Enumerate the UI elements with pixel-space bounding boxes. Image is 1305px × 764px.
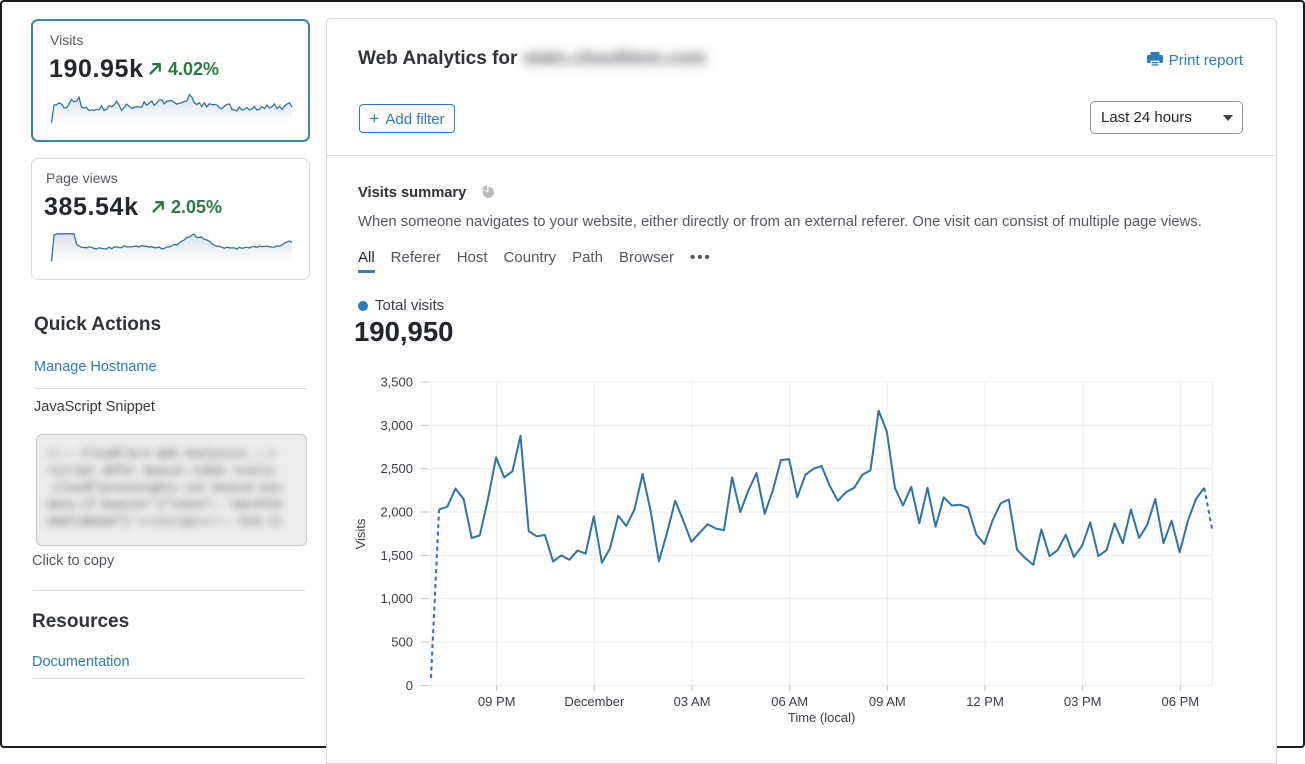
- svg-text:12 PM: 12 PM: [966, 694, 1004, 709]
- svg-text:2,000: 2,000: [380, 505, 413, 520]
- svg-text:03 PM: 03 PM: [1063, 694, 1101, 709]
- svg-text:1,000: 1,000: [380, 591, 413, 606]
- svg-text:09 AM: 09 AM: [868, 694, 905, 709]
- svg-text:2,500: 2,500: [380, 461, 413, 476]
- svg-text:3,500: 3,500: [380, 375, 413, 390]
- svg-text:500: 500: [391, 635, 413, 650]
- svg-text:December: December: [564, 694, 625, 709]
- svg-text:Time (local): Time (local): [787, 710, 854, 725]
- svg-text:3,000: 3,000: [380, 418, 413, 433]
- svg-text:0: 0: [405, 678, 412, 693]
- svg-text:06 AM: 06 AM: [771, 694, 808, 709]
- svg-text:03 AM: 03 AM: [673, 694, 710, 709]
- svg-text:06 PM: 06 PM: [1161, 694, 1199, 709]
- svg-text:1,500: 1,500: [380, 548, 413, 563]
- svg-text:Visits: Visits: [353, 518, 368, 549]
- svg-text:09 PM: 09 PM: [477, 694, 515, 709]
